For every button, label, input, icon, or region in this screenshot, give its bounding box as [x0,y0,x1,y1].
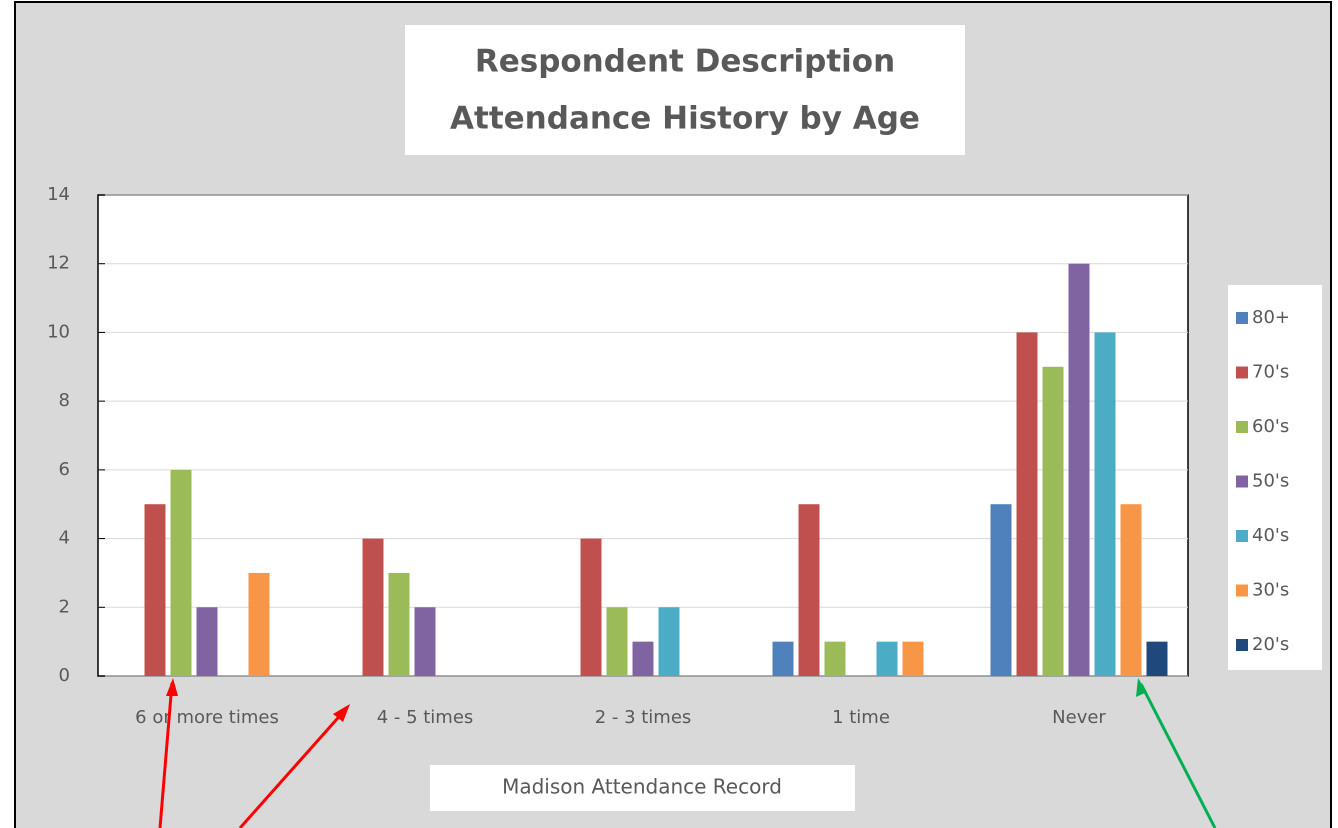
legend-label: 70's [1252,362,1289,383]
legend-label: 20's [1252,634,1289,655]
bar [196,607,218,676]
bar [1120,504,1142,676]
bar [990,504,1012,676]
bar [1042,366,1064,676]
bar [1146,641,1168,676]
arrowhead [1136,678,1147,697]
legend-label: 50's [1252,471,1289,492]
bar [170,469,192,676]
y-tick-label: 6 [59,459,70,480]
bar [1094,332,1116,676]
bar [1016,332,1038,676]
y-tick-label: 4 [59,528,70,549]
x-tick-label: Never [1052,707,1106,728]
bar [632,641,654,676]
bar [606,607,628,676]
bar [824,641,846,676]
bar [902,641,924,676]
x-tick-label: 4 - 5 times [377,707,474,728]
legend-swatch [1236,584,1248,597]
legend-swatch [1236,366,1248,379]
arrowhead [166,678,178,696]
y-tick-label: 10 [47,321,70,342]
chart-title: Attendance History by Age [450,101,920,137]
x-axis-title: Madison Attendance Record [502,775,782,799]
bar [772,641,794,676]
legend-swatch [1236,421,1248,433]
bar [658,607,680,676]
legend-label: 60's [1252,416,1289,437]
bar [1068,263,1090,676]
title-box [405,25,965,155]
bar [580,538,602,676]
y-tick-label: 2 [59,596,70,617]
legend-swatch [1236,312,1248,324]
legend-swatch [1236,639,1248,651]
arrow [238,709,347,828]
legend-label: 80+ [1252,307,1290,328]
bar [876,641,898,676]
legend-label: 40's [1252,525,1289,546]
y-tick-label: 12 [47,253,70,274]
bar [388,572,410,676]
axis-title-box [430,765,855,811]
bar [362,538,384,676]
arrowhead [333,704,350,722]
arrow [158,682,174,828]
arrow [1139,683,1217,828]
legend-swatch [1236,475,1248,488]
y-tick-label: 8 [59,390,70,411]
bar [144,504,166,676]
y-tick-label: 0 [59,665,70,686]
x-tick-label: 6 or more times [135,707,279,728]
bar [248,572,270,676]
bar [798,504,820,676]
legend-label: 30's [1252,580,1289,601]
x-tick-label: 2 - 3 times [595,707,692,728]
chart-title: Respondent Description [475,44,895,80]
x-tick-label: 1 time [832,707,890,728]
legend-swatch [1236,530,1248,542]
y-tick-label: 14 [47,184,70,205]
bar [414,607,436,676]
annotation-arrows [158,678,1217,828]
